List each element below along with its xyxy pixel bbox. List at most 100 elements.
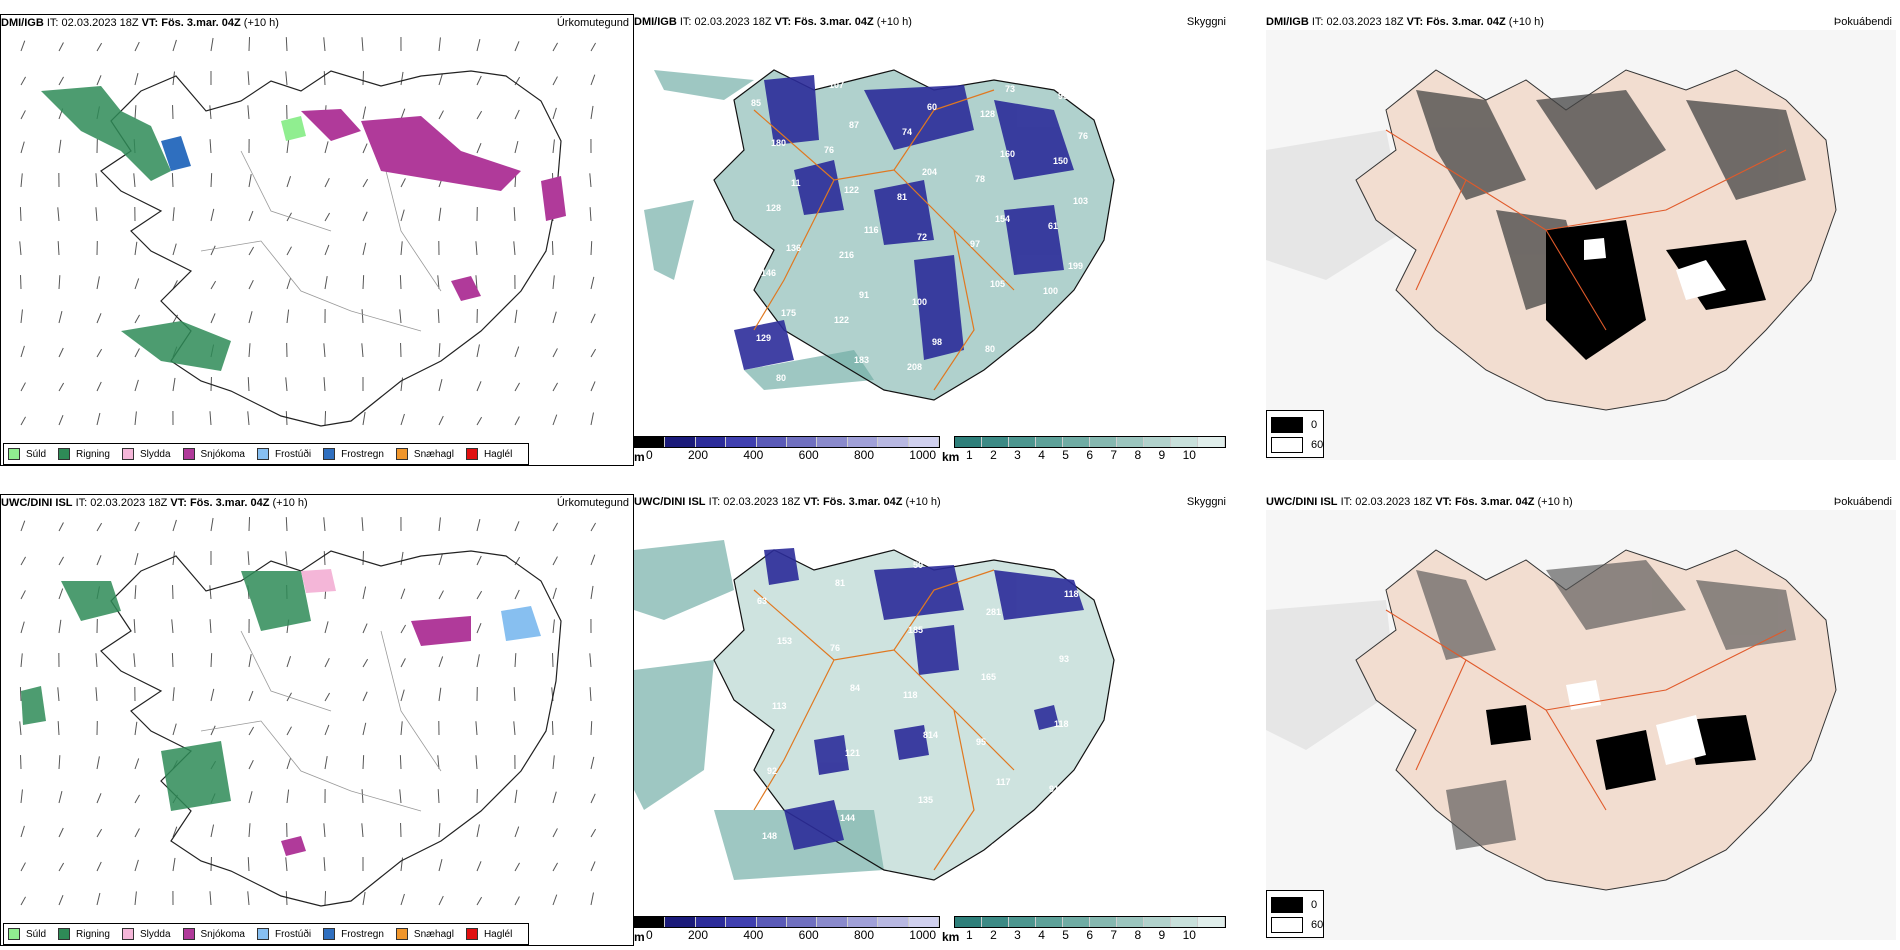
precip-map [1, 511, 633, 919]
tick-label: 7 [1110, 928, 1118, 942]
visibility-point-label: 80 [985, 344, 995, 354]
wind-barb [96, 42, 103, 52]
wind-barb [476, 143, 482, 154]
panel-type-label: Skyggni [1186, 16, 1226, 28]
visibility-ticks: 1 2 3 4 5 6 7 8 9 10 [966, 928, 1196, 942]
visibility-point-label: 107 [829, 80, 844, 90]
wind-barb [285, 891, 288, 906]
tick-label: 600 [798, 448, 819, 462]
wind-barb [58, 556, 64, 566]
legend-label: Rigning [76, 928, 110, 940]
legend-item: Snæhagl [395, 928, 454, 940]
visibility-point-label: 100 [912, 297, 927, 307]
wind-barb [438, 656, 444, 668]
precip-panel-top: DMI/IGB IT: 02.03.2023 18Z VT: Fös. 3.ma… [0, 14, 634, 466]
fog-legend-label: 60 [1311, 439, 1324, 451]
visibility-map: 63 76 118 95 91 148 81 185 165 118 92 144 50 281 93 113… [634, 510, 1230, 910]
wind-barb [589, 653, 592, 668]
tick-label: 2 [990, 448, 997, 462]
wind-barb [437, 275, 440, 290]
wind-barb [172, 857, 176, 872]
wind-barb [172, 519, 177, 532]
legend-label: Súld [26, 928, 47, 940]
panel-type-label: Úrkomutegund [556, 497, 629, 509]
wind-barb [400, 209, 405, 222]
wind-barb [248, 690, 254, 702]
visibility-point-label: 160 [1000, 149, 1015, 159]
visibility-point-label: 136 [786, 243, 801, 253]
visibility-point-label: 116 [864, 225, 879, 235]
wind-barb [134, 105, 137, 120]
wind-barb [172, 207, 175, 222]
visibility-point-label: 153 [777, 636, 792, 646]
tick-label: 0 [646, 928, 653, 942]
wind-barb [285, 857, 288, 872]
wind-barb [323, 551, 326, 566]
tick-label: 6 [1086, 928, 1093, 942]
visibility-point-label: 101 [991, 842, 1006, 852]
wind-barb [399, 309, 402, 324]
visibility-unit: km [942, 930, 960, 944]
wind-barb [134, 241, 138, 256]
wind-barb [438, 343, 441, 358]
legend-item: Frostregn [323, 928, 384, 940]
legend-label: Snæhagl [413, 928, 454, 940]
model-name: DMI/IGB [634, 16, 677, 28]
legend-label: Frostregn [341, 448, 384, 460]
wind-barb [20, 40, 26, 52]
wind-barb [324, 212, 331, 222]
wind-barb [589, 173, 592, 188]
visibility-point-label: 82 [1069, 824, 1079, 834]
cloud-base-colorbar: m 0 200 400 600 800 1000 [634, 434, 944, 468]
panel-header: UWC/DINI ISL IT: 02.03.2023 18Z VT: Fös.… [1, 495, 633, 511]
legend-swatch [121, 448, 134, 460]
wind-barb [286, 656, 292, 668]
wind-barb [286, 277, 292, 290]
wind-barb [551, 721, 554, 736]
visibility-point-label: 78 [975, 174, 985, 184]
wind-barb [57, 241, 60, 256]
wind-barb [58, 347, 64, 358]
wind-barb [438, 590, 444, 600]
wind-barb [362, 691, 368, 702]
wind-barb [134, 521, 140, 532]
legend-swatch [465, 928, 478, 940]
wind-barb [324, 692, 331, 702]
wind-barb [134, 794, 140, 804]
wind-barb [361, 789, 364, 804]
wind-barb [20, 309, 23, 324]
wind-barb [247, 551, 250, 566]
wind-barb [590, 861, 596, 872]
wind-barb [514, 826, 520, 838]
wind-barb [513, 241, 516, 256]
legend-swatch [395, 928, 408, 940]
tick-label: 1 [966, 928, 973, 942]
panel-header: DMI/IGB IT: 02.03.2023 18Z VT: Fös. 3.ma… [634, 14, 1230, 30]
wind-barb [362, 211, 368, 222]
wind-barb [323, 71, 326, 86]
wind-barb [590, 892, 595, 906]
legend-label: Frostúði [274, 448, 312, 460]
visibility-point-label: 814 [923, 730, 938, 740]
vt-value: Fös. 3.mar. 04Z [189, 497, 270, 509]
lead-time: (+10 h) [1537, 496, 1573, 508]
wind-barb [589, 207, 592, 222]
wind-barb [362, 891, 366, 906]
tick-label: 0 [646, 448, 653, 462]
wind-barb [96, 412, 101, 426]
wind-barb [362, 755, 365, 770]
it-value: 02.03.2023 18Z [61, 17, 139, 29]
wind-barb [476, 518, 481, 532]
wind-barb [590, 585, 594, 600]
legend-item: Rigning [58, 448, 110, 460]
wind-barb [590, 241, 593, 256]
wind-barb [513, 687, 516, 702]
wind-barb [248, 823, 251, 838]
wind-barb [96, 276, 100, 290]
wind-barb [134, 758, 140, 770]
wind-barb [399, 755, 402, 770]
wind-barb [362, 411, 366, 426]
visibility-point-label: 72 [917, 232, 927, 242]
wind-barb [552, 76, 558, 86]
wind-barb [20, 110, 26, 120]
